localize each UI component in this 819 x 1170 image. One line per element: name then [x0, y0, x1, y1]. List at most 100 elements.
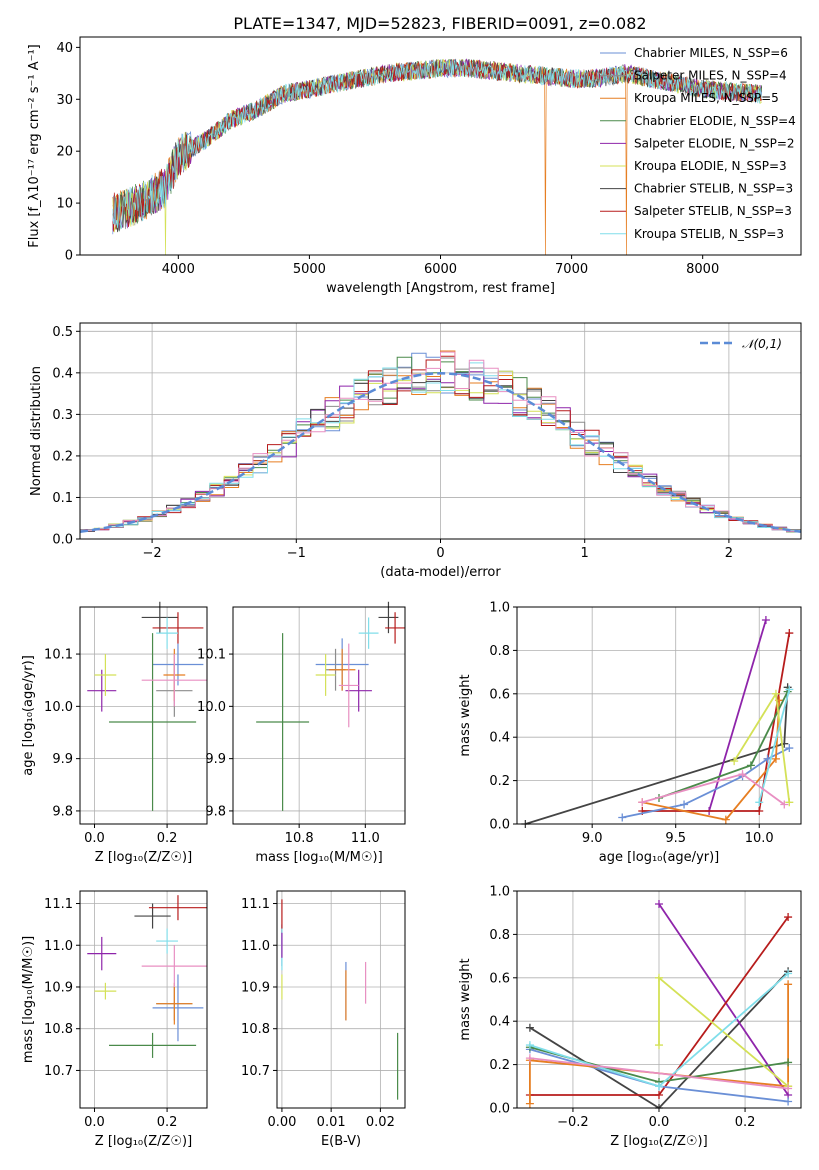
panel-mass-vs-Z: 0.0 0.2 10.7 10.8 10.9 11.0 11.1 Z [log₁₀(Z/Z☉)…: [21, 890, 208, 1149]
weight-marker: [784, 1084, 793, 1093]
histogram-series: [80, 351, 801, 534]
data-point: [152, 643, 204, 686]
y-tick-label: 10.7: [44, 1064, 73, 1079]
legend-label: Chabrier ELODIE, N_SSP=4: [634, 114, 796, 128]
data-point: [109, 633, 197, 811]
x-tick-label: 0.0: [84, 831, 105, 846]
panel-mass-weight-vs-age: 9.0 9.5 10.0 0.0 0.2 0.4 0.6 0.8 1.0 age [log₁₀(a…: [458, 601, 802, 865]
x-tick-label: 0: [436, 546, 444, 561]
x-tick-label: 0.2: [157, 831, 178, 846]
data-point: [345, 669, 372, 712]
legend-label: Kroupa MILES, N_SSP=5: [634, 91, 779, 105]
y-tick-label: 11.0: [241, 939, 270, 954]
y-tick-label: 10.0: [197, 700, 226, 715]
normal-curve: [79, 372, 802, 533]
weight-marker: [771, 754, 780, 763]
weight-marker: [655, 973, 663, 982]
x-tick-label: 9.0: [582, 831, 603, 846]
y-tick-label: 20: [56, 145, 73, 160]
weight-marker: [785, 629, 794, 638]
weight-marker: [771, 689, 780, 698]
x-axis-label: Z [log₁₀(Z/Z☉)]: [610, 1134, 707, 1149]
weight-line: [642, 632, 791, 812]
weight-line: [525, 687, 789, 825]
weight-marker: [525, 1023, 534, 1032]
plot-frame: [79, 36, 802, 256]
plot-frame: [232, 606, 406, 825]
plot-frame: [79, 606, 208, 825]
spectrum-line: [112, 58, 762, 255]
y-tick-label: 10.0: [44, 700, 73, 715]
weight-marker: [784, 1097, 793, 1106]
data-point: [156, 617, 178, 649]
data-point: [256, 633, 310, 811]
x-axis-label: E(B-V): [321, 1134, 361, 1149]
y-tick-label: 10.8: [241, 1022, 270, 1037]
data-point: [87, 936, 117, 971]
weight-line: [758, 689, 791, 803]
data-point: [141, 654, 207, 707]
legend-label: Kroupa STELIB, N_SSP=3: [634, 227, 784, 241]
weight-marker: [785, 798, 794, 807]
y-tick-label: 0.4: [489, 731, 510, 746]
x-tick-label: 7000: [555, 262, 588, 277]
legend-label: Chabrier MILES, N_SSP=6: [634, 46, 788, 60]
y-tick-label: 11.0: [44, 939, 73, 954]
y-axis-label: Normed distribution: [29, 366, 44, 496]
weight-line: [529, 1057, 789, 1090]
weight-marker: [784, 969, 793, 978]
x-tick-label: −2: [143, 546, 162, 561]
x-tick-label: 6000: [424, 262, 457, 277]
y-tick-label: 10.7: [241, 1064, 270, 1079]
data-point: [156, 982, 193, 1025]
data-point: [94, 654, 117, 696]
x-tick-label: 0.00: [267, 1115, 296, 1130]
panels: 4000 5000 6000 7000 8000010203040wavelength …: [21, 36, 802, 1149]
weight-line: [708, 619, 767, 812]
weight-marker: [755, 798, 764, 807]
y-tick-label: 0.8: [489, 928, 510, 943]
legend-label: Salpeter STELIB, N_SSP=3: [634, 204, 792, 218]
legend-label: Kroupa ELODIE, N_SSP=3: [634, 159, 787, 173]
weight-marker: [655, 1090, 663, 1099]
weight-marker: [618, 813, 627, 822]
data-point: [315, 654, 336, 696]
y-tick-label: 0.3: [52, 408, 73, 423]
y-tick-label: 10: [56, 197, 73, 212]
x-tick-label: 1: [581, 546, 589, 561]
weight-marker: [761, 616, 770, 625]
y-tick-label: 0.6: [489, 971, 510, 986]
legend-label: 𝒩(0,1): [742, 337, 782, 351]
weight-line: [642, 700, 781, 821]
y-tick-label: 0.8: [489, 644, 510, 659]
weight-marker: [784, 980, 793, 989]
x-tick-label: 4000: [162, 262, 195, 277]
x-tick-label: 0.01: [317, 1115, 346, 1130]
x-tick-label: −1: [287, 546, 306, 561]
panel-age-vs-Z: 0.0 0.2 9.8 9.9 10.0 10.1 Z [log₁₀(Z/Z☉)] age […: [21, 601, 208, 865]
y-tick-label: 9.8: [52, 804, 73, 819]
y-tick-label: 1.0: [489, 601, 510, 616]
weight-marker: [525, 1041, 534, 1050]
weight-marker: [785, 685, 794, 694]
y-tick-label: 9.9: [205, 752, 226, 767]
x-tick-label: 0.0: [649, 1115, 670, 1130]
legend-label: Salpeter MILES, N_SSP=4: [634, 69, 787, 83]
weight-marker: [784, 1058, 793, 1067]
weight-marker: [784, 913, 793, 922]
x-axis-label: wavelength [Angstrom, rest frame]: [326, 281, 555, 296]
y-axis-label: mass [log₁₀(M/M☉)]: [21, 936, 36, 1063]
x-tick-label: 0.2: [735, 1115, 756, 1130]
weight-marker: [738, 770, 747, 779]
x-tick-label: 5000: [293, 262, 326, 277]
y-tick-label: 0.4: [489, 1015, 510, 1030]
weight-marker: [655, 900, 663, 909]
x-axis-label: age [log₁₀(age/yr)]: [599, 850, 720, 865]
y-tick-label: 10.9: [241, 980, 270, 995]
plot-frame: [516, 890, 802, 1109]
weight-line: [733, 691, 791, 803]
y-tick-label: 0: [65, 249, 73, 264]
y-tick-label: 30: [56, 93, 73, 108]
y-axis-label: Flux [f_λ10⁻¹⁷ erg cm⁻² s⁻¹ A⁻¹]: [27, 44, 42, 248]
spectrum-line: [112, 58, 763, 230]
